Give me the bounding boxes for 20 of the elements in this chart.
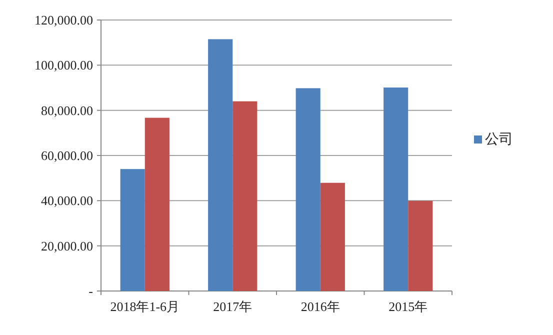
bar <box>320 182 345 291</box>
bar <box>408 200 433 291</box>
y-tick-label: 20,000.00 <box>41 238 93 254</box>
y-tick-label: - <box>88 284 93 298</box>
bar <box>144 118 170 291</box>
legend-label: 公司 <box>485 132 513 148</box>
bar <box>208 39 233 291</box>
bar <box>120 169 145 291</box>
x-tick-label: 2015年 <box>388 299 428 314</box>
bar <box>232 101 258 291</box>
bar <box>296 88 320 291</box>
x-tick-label: 2016年 <box>300 299 340 314</box>
x-tick-label: 2018年1-6月 <box>110 299 180 314</box>
y-tick-label: 40,000.00 <box>41 193 93 208</box>
y-tick-label: 120,000.00 <box>34 12 93 28</box>
y-tick-label: 80,000.00 <box>41 102 93 118</box>
bar <box>384 88 408 291</box>
y-tick-label: 100,000.00 <box>34 58 93 73</box>
x-tick-label: 2017年 <box>213 299 252 314</box>
y-tick-label: 60,000.00 <box>41 148 93 163</box>
